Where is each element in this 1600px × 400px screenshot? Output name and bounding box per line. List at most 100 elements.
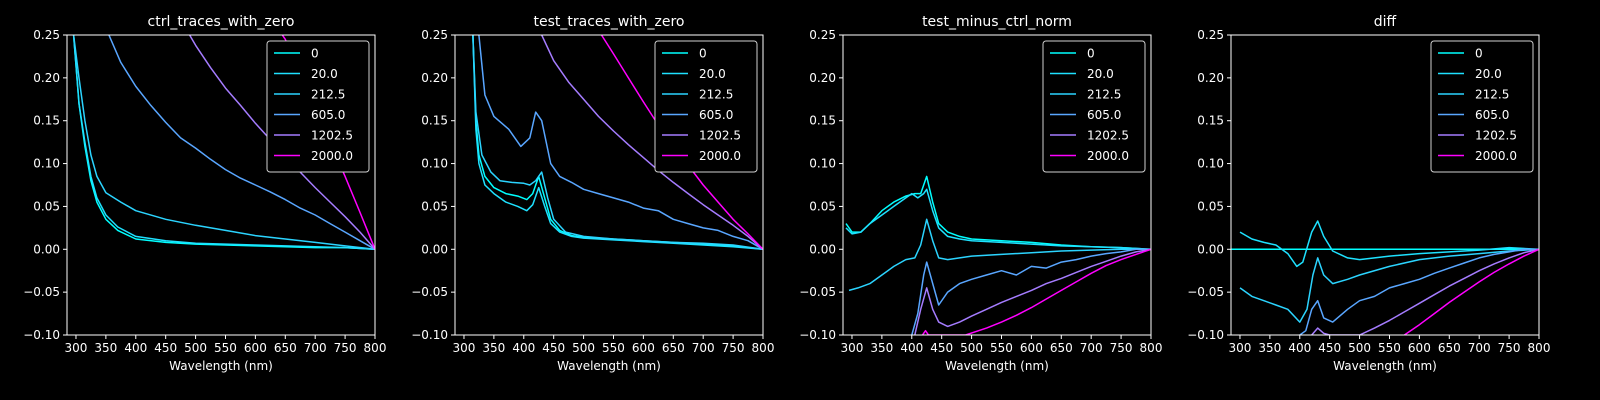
- y-tick-label: 0.10: [33, 157, 60, 171]
- series-group: [845, 175, 1151, 335]
- y-tick-label: −0.05: [23, 285, 60, 299]
- legend-label: 2000.0: [1475, 149, 1517, 163]
- x-tick-label: 650: [662, 341, 685, 355]
- x-tick-label: 500: [184, 341, 207, 355]
- y-tick-label: −0.05: [799, 285, 836, 299]
- legend-label: 605.0: [311, 108, 345, 122]
- y-tick-label: 0.20: [809, 71, 836, 85]
- x-tick-label: 500: [572, 341, 595, 355]
- legend-label: 20.0: [1475, 67, 1502, 81]
- axes-frame: [66, 34, 376, 336]
- x-tick-label: 450: [1318, 341, 1341, 355]
- x-tick-label: 550: [602, 341, 625, 355]
- series-line-605-0: [1299, 248, 1539, 335]
- legend-label: 1202.5: [699, 129, 741, 143]
- y-tick-label: 0.05: [33, 199, 60, 213]
- x-tick-label: 800: [1140, 341, 1163, 355]
- series-line-2000-0: [921, 248, 1151, 335]
- chart-title: ctrl_traces_with_zero: [148, 14, 295, 30]
- y-tick-label: 0.00: [421, 242, 448, 256]
- y-tick-label: 0.20: [421, 71, 448, 85]
- series-group: [1231, 220, 1539, 335]
- x-tick-label: 300: [65, 341, 88, 355]
- legend-label: 20.0: [1087, 67, 1114, 81]
- x-tick-label: 300: [453, 341, 476, 355]
- x-tick-label: 650: [1438, 341, 1461, 355]
- x-tick-label: 450: [542, 341, 565, 355]
- chart-panel-2: 300 350 400 450 500 550 600 650 700 750 800 0.25 0.2…: [411, 14, 774, 373]
- y-tick-label: 0.25: [809, 28, 836, 42]
- y-tick-label: 0.05: [809, 199, 836, 213]
- legend-label: 0: [1087, 47, 1095, 61]
- x-tick-label: 750: [334, 341, 357, 355]
- series-line-605-0: [108, 35, 375, 250]
- y-tick-label: 0.15: [421, 114, 448, 128]
- legend-label: 0: [311, 47, 319, 61]
- chart-panel-4: 300 350 400 450 500 550 600 650 700 750 800 0.25 0.2…: [1187, 14, 1550, 373]
- x-tick-label: 600: [632, 341, 655, 355]
- x-tick-label: 650: [274, 341, 297, 355]
- axes-frame: [454, 34, 764, 336]
- x-tick-label: 600: [1408, 341, 1431, 355]
- series-line-1202-5: [914, 248, 1151, 335]
- y-tick-label: −0.05: [411, 285, 448, 299]
- legend-label: 2000.0: [699, 149, 741, 163]
- y-tick-label: −0.10: [1187, 328, 1224, 342]
- legend-label: 212.5: [1475, 88, 1509, 102]
- y-tick-label: 0.25: [33, 28, 60, 42]
- y-tick-label: 0.00: [809, 242, 836, 256]
- x-tick-label: 400: [1288, 341, 1311, 355]
- legend-label: 212.5: [311, 88, 345, 102]
- legend-label: 1202.5: [1475, 129, 1517, 143]
- x-tick-label: 300: [841, 341, 864, 355]
- y-tick-label: 0.00: [1197, 242, 1224, 256]
- legend-label: 20.0: [699, 67, 726, 81]
- legend-label: 0: [699, 47, 707, 61]
- y-tick-label: 0.20: [1197, 71, 1224, 85]
- y-tick-label: 0.10: [421, 157, 448, 171]
- series-line-2000-0: [1403, 248, 1539, 335]
- x-tick-label: 800: [1528, 341, 1551, 355]
- y-tick-label: −0.10: [799, 328, 836, 342]
- x-tick-label: 400: [512, 341, 535, 355]
- x-tick-label: 550: [1378, 341, 1401, 355]
- y-tick-label: 0.20: [33, 71, 60, 85]
- x-tick-label: 700: [304, 341, 327, 355]
- x-tick-label: 550: [214, 341, 237, 355]
- x-tick-label: 600: [1020, 341, 1043, 355]
- axes-frame: [842, 34, 1152, 336]
- series-line-20-0: [1239, 220, 1539, 268]
- legend-label: 20.0: [311, 67, 338, 81]
- y-tick-label: 0.25: [421, 28, 448, 42]
- x-tick-label: 750: [722, 341, 745, 355]
- series-line-605-0: [478, 35, 763, 250]
- legend-label: 0: [1475, 47, 1483, 61]
- series-line-0: [845, 175, 1151, 251]
- y-tick-label: 0.10: [1197, 157, 1224, 171]
- series-line-20-0: [472, 35, 763, 251]
- y-tick-label: −0.10: [411, 328, 448, 342]
- x-tick-label: 350: [1258, 341, 1281, 355]
- legend: 0 20.0 212.5 605.0 1202.5 2000.0: [654, 40, 758, 173]
- x-tick-label: 650: [1050, 341, 1073, 355]
- chart-panel-1: 300 350 400 450 500 550 600 650 700 750 800 0.25 0.2…: [23, 14, 386, 373]
- x-axis-label: Wavelength (nm): [1333, 359, 1437, 373]
- series-line-212-5: [1239, 248, 1539, 323]
- x-axis-label: Wavelength (nm): [945, 359, 1049, 373]
- series-line-1202-5: [541, 35, 763, 250]
- x-tick-label: 400: [124, 341, 147, 355]
- legend-label: 1202.5: [1087, 129, 1129, 143]
- y-tick-label: 0.05: [1197, 199, 1224, 213]
- axes-frame: [1230, 34, 1540, 336]
- x-tick-label: 600: [244, 341, 267, 355]
- chart-title: test_minus_ctrl_norm: [922, 14, 1072, 30]
- legend-label: 2000.0: [311, 149, 353, 163]
- x-tick-label: 750: [1498, 341, 1521, 355]
- y-tick-label: 0.25: [1197, 28, 1224, 42]
- series-line-20-0: [845, 188, 1151, 251]
- y-tick-label: 0.15: [33, 114, 60, 128]
- x-tick-label: 350: [94, 341, 117, 355]
- legend-label: 605.0: [699, 108, 733, 122]
- series-line-212-5: [472, 35, 763, 251]
